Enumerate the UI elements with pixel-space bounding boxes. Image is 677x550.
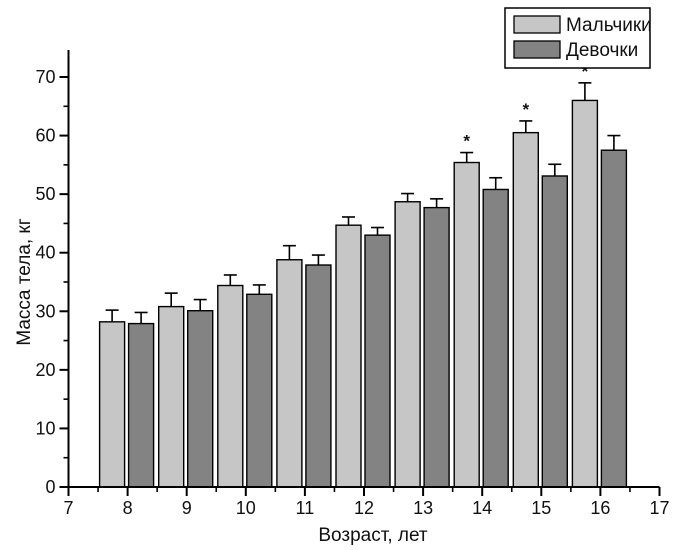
x-tick-label-16: 16: [590, 498, 610, 518]
y-tick-label-70: 70: [35, 67, 55, 87]
bar-girls-13: [423, 206, 450, 488]
x-tick-label-14: 14: [472, 498, 492, 518]
legend-swatch-boys: [513, 15, 561, 34]
x-tick-label-8: 8: [123, 498, 133, 518]
y-tick-label-60: 60: [35, 126, 55, 146]
bar-girls-12: [364, 234, 391, 488]
bar-girls-16: [600, 149, 628, 488]
bar-girls-14: [482, 188, 509, 488]
bar-girls-10: [246, 293, 273, 488]
legend-swatch-girls: [513, 40, 561, 59]
x-tick-label-7: 7: [63, 498, 73, 518]
bar-boys-10: [217, 284, 244, 488]
significance-marker-boys-14: *: [463, 132, 470, 151]
x-tick-label-10: 10: [236, 498, 256, 518]
x-tick-label-17: 17: [649, 498, 669, 518]
y-tick-label-20: 20: [35, 360, 55, 380]
bar-girls-11: [305, 264, 332, 488]
legend: Мальчики Девочки: [504, 7, 652, 69]
x-axis-title: Возраст, лет: [318, 525, 428, 546]
y-tick-label-30: 30: [35, 301, 55, 321]
legend-label-boys: Мальчики: [566, 15, 652, 36]
bar-boys-12: [335, 224, 362, 488]
legend-label-girls: Девочки: [566, 40, 638, 61]
significance-marker-boys-16: *: [582, 62, 589, 81]
y-tick-label-40: 40: [35, 243, 55, 263]
bar-girls-15: [541, 175, 568, 488]
bar-boys-11: [276, 259, 303, 488]
bar-boys-15: [512, 131, 539, 488]
x-tick-label-9: 9: [182, 498, 192, 518]
bar-boys-16: [571, 99, 599, 488]
bar-boys-13: [394, 201, 421, 488]
significance-marker-boys-15: *: [522, 100, 529, 119]
x-tick-label-13: 13: [413, 498, 433, 518]
x-tick-label-12: 12: [354, 498, 374, 518]
y-axis-title: Масса тела, кг: [14, 218, 35, 345]
x-tick-label-15: 15: [531, 498, 551, 518]
bar-boys-8: [98, 321, 126, 488]
bar-girls-9: [186, 310, 214, 488]
y-tick-label-10: 10: [35, 418, 55, 438]
y-tick-label-0: 0: [45, 477, 55, 497]
bar-boys-14: [453, 161, 480, 488]
y-tick-label-50: 50: [35, 184, 55, 204]
plot-area: * * * 7 8 9 10 11 12 13 14 15 16 17 0 10 20 30 40 50 60 70: [35, 50, 670, 518]
bar-girls-8: [127, 322, 155, 488]
bar-boys-9: [157, 305, 185, 488]
x-tick-label-11: 11: [296, 498, 315, 518]
